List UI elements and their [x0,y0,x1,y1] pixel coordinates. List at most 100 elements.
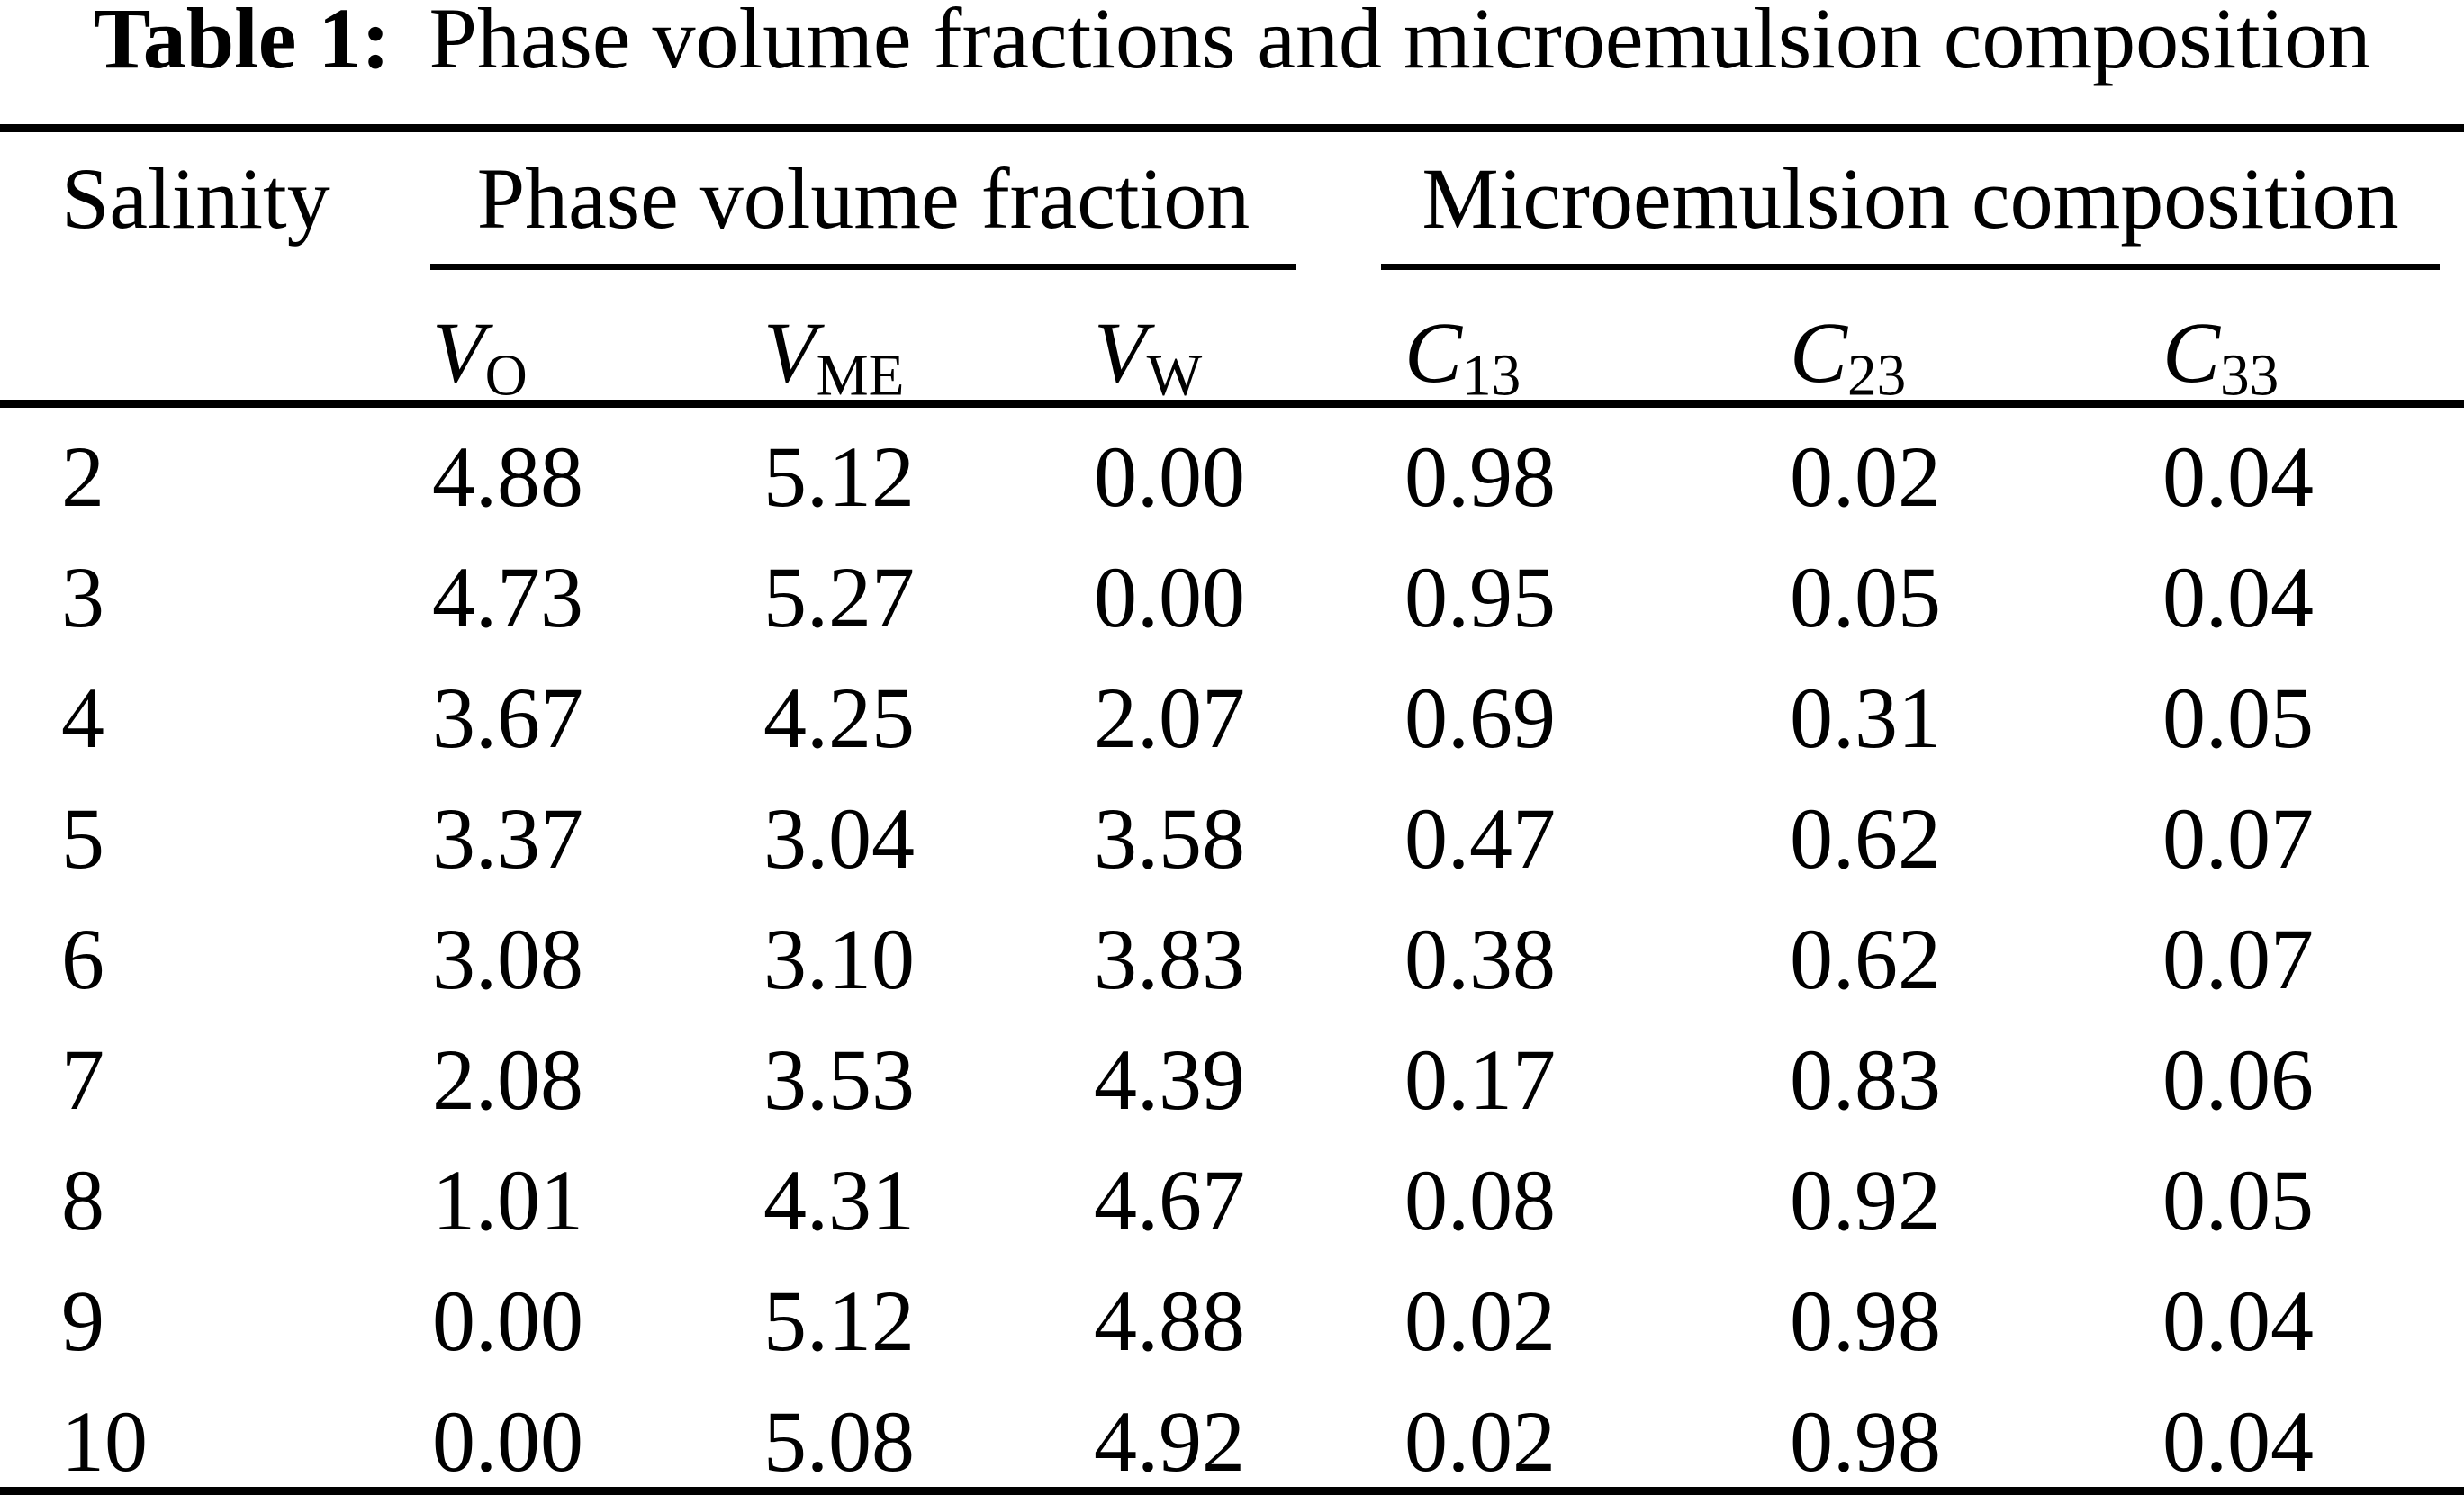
value-cell: 0.38 [1404,911,1556,1007]
column-header-c13: C13 [1404,310,1521,405]
value-cell: 4.88 [432,428,583,526]
column-symbol: V [432,304,485,400]
column-symbol: C [2162,304,2221,400]
table-row: 5 3.37 3.04 3.58 0.47 0.62 0.07 [61,778,2464,899]
value-cell: 0.98 [1790,1272,1941,1369]
value-cell: 3.10 [763,911,915,1007]
header-bottom-rule [0,400,2464,408]
column-symbol: V [1094,304,1147,400]
salinity-cell: 10 [61,1392,148,1490]
value-cell: 0.02 [1404,1392,1556,1490]
column-subscript: O [484,343,528,409]
value-cell: 0.05 [2162,670,2314,767]
value-cell: 4.39 [1094,1030,1245,1128]
value-cell: 0.07 [2162,911,2314,1007]
salinity-cell: 8 [61,1151,104,1248]
value-cell: 4.67 [1094,1151,1245,1248]
column-subscript: W [1146,343,1203,409]
salinity-column-header: Salinity [61,150,330,247]
salinity-cell: 7 [61,1030,104,1128]
value-cell: 0.06 [2162,1030,2314,1128]
table-row: 3 4.73 5.27 0.00 0.95 0.05 0.04 [61,537,2464,658]
value-cell: 4.88 [1094,1272,1245,1369]
value-cell: 4.25 [763,670,915,767]
value-cell: 0.83 [1790,1030,1941,1128]
value-cell: 5.12 [763,1272,915,1369]
value-cell: 0.98 [1790,1392,1941,1490]
salinity-cell: 6 [61,911,104,1007]
value-cell: 0.17 [1404,1030,1556,1128]
value-cell: 3.83 [1094,911,1245,1007]
value-cell: 4.31 [763,1151,915,1248]
value-cell: 5.08 [763,1392,915,1490]
bottom-rule [0,1487,2464,1495]
value-cell: 0.02 [1404,1272,1556,1369]
value-cell: 0.47 [1404,790,1556,887]
salinity-cell: 9 [61,1272,104,1369]
value-cell: 0.00 [432,1272,583,1369]
table-row: 10 0.00 5.08 4.92 0.02 0.98 0.04 [61,1381,2464,1501]
value-cell: 0.00 [432,1392,583,1490]
table-row: 2 4.88 5.12 0.00 0.98 0.02 0.04 [61,417,2464,537]
phase-group-underline [430,264,1296,270]
table-body: 2 4.88 5.12 0.00 0.98 0.02 0.04 3 4.73 5.27 0.00 0.… [61,408,2464,1501]
value-cell: 0.92 [1790,1151,1941,1248]
value-cell: 0.04 [2162,549,2314,646]
value-cell: 3.67 [432,670,583,767]
column-header-v-me: VME [763,310,905,405]
column-subscript: 23 [1847,343,1907,409]
value-cell: 1.01 [432,1151,583,1248]
value-cell: 0.04 [2162,1392,2314,1490]
value-cell: 0.00 [1094,428,1245,526]
value-cell: 0.05 [2162,1151,2314,1248]
column-header-c33: C33 [2162,310,2279,405]
column-subscript: 13 [1462,343,1521,409]
table-caption-text: Phase volume fractions and microemulsion… [429,0,2371,86]
value-cell: 2.08 [432,1030,583,1128]
value-cell: 0.62 [1790,790,1941,887]
value-cell: 3.04 [763,790,915,887]
table-caption: Table 1: Phase volume fractions and micro… [0,0,2464,82]
top-rule [0,124,2464,132]
value-cell: 3.37 [432,790,583,887]
phase-volume-fraction-group-header: Phase volume fraction [476,150,1250,247]
table-row: 6 3.08 3.10 3.83 0.38 0.62 0.07 [61,899,2464,1020]
value-cell: 0.62 [1790,911,1941,1007]
value-cell: 0.02 [1790,428,1941,526]
value-cell: 3.58 [1094,790,1245,887]
column-symbol: V [763,304,817,400]
value-cell: 0.04 [2162,1272,2314,1369]
column-subscript: ME [816,343,905,409]
microemulsion-composition-group-header: Microemulsion composition [1422,150,2399,247]
value-cell: 4.73 [432,549,583,646]
column-subscript: 33 [2220,343,2279,409]
table-row: 9 0.00 5.12 4.88 0.02 0.98 0.04 [61,1260,2464,1381]
table-row: 7 2.08 3.53 4.39 0.17 0.83 0.06 [61,1019,2464,1139]
value-cell: 3.53 [763,1030,915,1128]
value-cell: 0.04 [2162,428,2314,526]
table-row: 8 1.01 4.31 4.67 0.08 0.92 0.05 [61,1139,2464,1260]
value-cell: 0.95 [1404,549,1556,646]
value-cell: 0.07 [2162,790,2314,887]
value-cell: 4.92 [1094,1392,1245,1490]
value-cell: 0.05 [1790,549,1941,646]
value-cell: 2.07 [1094,670,1245,767]
column-header-c23: C23 [1790,310,1906,405]
column-header-v-w: VW [1094,310,1202,405]
value-cell: 0.08 [1404,1151,1556,1248]
micro-group-underline [1381,264,2440,270]
value-cell: 0.00 [1094,549,1245,646]
column-symbol: C [1790,304,1848,400]
column-symbol: C [1404,304,1463,400]
salinity-cell: 4 [61,670,104,767]
salinity-cell: 3 [61,549,104,646]
value-cell: 5.27 [763,549,915,646]
value-cell: 5.12 [763,428,915,526]
value-cell: 0.31 [1790,670,1941,767]
value-cell: 0.69 [1404,670,1556,767]
table-caption-label: Table 1: [93,0,391,86]
value-cell: 3.08 [432,911,583,1007]
salinity-cell: 2 [61,428,104,526]
table-row: 4 3.67 4.25 2.07 0.69 0.31 0.05 [61,658,2464,778]
